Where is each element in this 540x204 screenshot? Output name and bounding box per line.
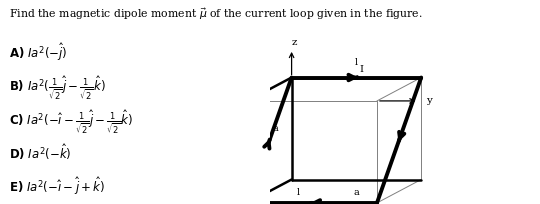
Text: $\mathbf{C)}$ $Ia^2(-\hat{\imath} - \frac{1}{\sqrt{2}}\hat{j} - \frac{1}{\sqrt{2: $\mathbf{C)}$ $Ia^2(-\hat{\imath} - \fra…: [9, 108, 132, 135]
Text: l: l: [297, 188, 300, 197]
Text: $\mathbf{D)}$ $Ia^2(-\hat{k})$: $\mathbf{D)}$ $Ia^2(-\hat{k})$: [9, 142, 71, 162]
Text: $\mathbf{B)}$ $Ia^2(\frac{1}{\sqrt{2}}\hat{j} - \frac{1}{\sqrt{2}}\hat{k})$: $\mathbf{B)}$ $Ia^2(\frac{1}{\sqrt{2}}\h…: [9, 74, 105, 101]
Text: a: a: [354, 188, 359, 197]
Text: z: z: [292, 38, 297, 47]
Text: $\mathbf{A)}$ $Ia^2(-\hat{j})$: $\mathbf{A)}$ $Ia^2(-\hat{j})$: [9, 41, 67, 63]
Text: Find the magnetic dipole moment $\vec{\mu}$ of the current loop given in the fig: Find the magnetic dipole moment $\vec{\m…: [9, 6, 422, 22]
Text: I: I: [360, 65, 364, 74]
Text: $\mathbf{E)}$ $Ia^2(-\hat{\imath} - \hat{j} + \hat{k})$: $\mathbf{E)}$ $Ia^2(-\hat{\imath} - \hat…: [9, 175, 105, 197]
Text: y: y: [426, 96, 432, 105]
Text: a: a: [272, 124, 278, 133]
Text: l: l: [355, 58, 358, 67]
